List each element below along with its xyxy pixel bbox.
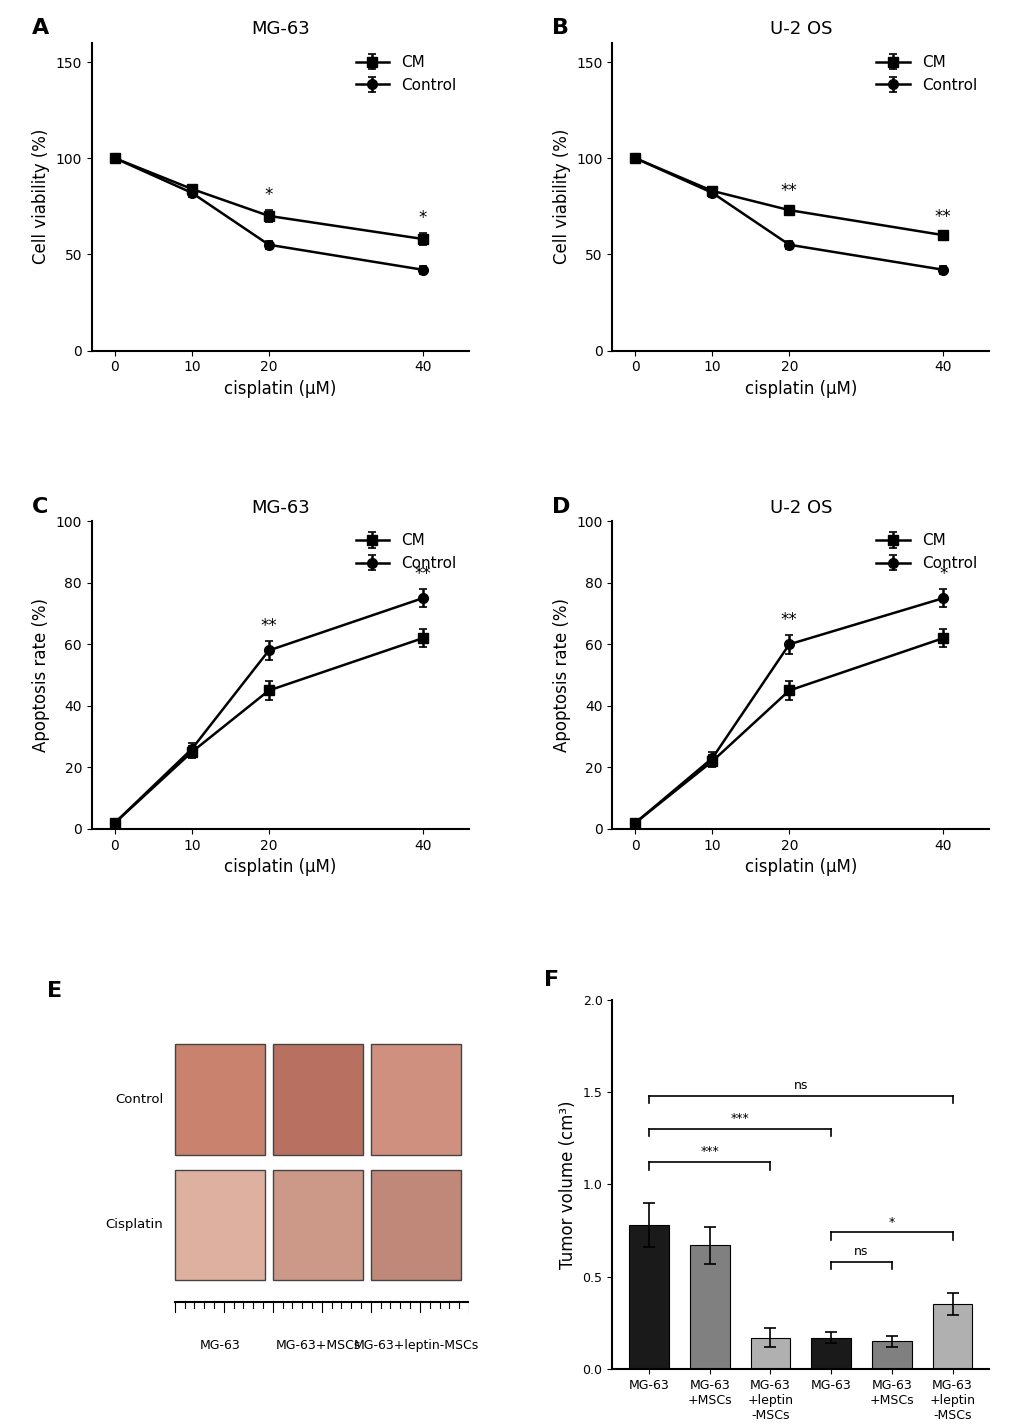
- Text: ns: ns: [793, 1079, 807, 1092]
- Legend: CM, Control: CM, Control: [870, 50, 981, 97]
- Bar: [272, 1044, 363, 1155]
- X-axis label: cisplatin (μM): cisplatin (μM): [224, 858, 336, 876]
- Text: *: *: [938, 565, 947, 583]
- Bar: [174, 1169, 265, 1281]
- Bar: [690, 1245, 729, 1369]
- X-axis label: cisplatin (μM): cisplatin (μM): [224, 379, 336, 398]
- Bar: [174, 1044, 265, 1155]
- Text: MG-63: MG-63: [200, 1339, 240, 1352]
- Text: B: B: [551, 19, 569, 39]
- X-axis label: cisplatin (μM): cisplatin (μM): [744, 858, 856, 876]
- Bar: [932, 1305, 971, 1369]
- Text: E: E: [47, 981, 61, 1001]
- Text: **: **: [781, 183, 797, 201]
- Y-axis label: Tumor volume (cm³): Tumor volume (cm³): [558, 1099, 577, 1269]
- Bar: [371, 1169, 461, 1281]
- Text: **: **: [260, 617, 277, 635]
- Bar: [272, 1169, 363, 1281]
- Bar: [811, 1338, 850, 1369]
- Title: U-2 OS: U-2 OS: [768, 20, 832, 39]
- Bar: [871, 1342, 911, 1369]
- Title: U-2 OS: U-2 OS: [768, 499, 832, 516]
- Text: **: **: [781, 610, 797, 629]
- Y-axis label: Apoptosis rate (%): Apoptosis rate (%): [33, 597, 50, 752]
- Legend: CM, Control: CM, Control: [351, 50, 461, 97]
- Title: MG-63: MG-63: [251, 20, 310, 39]
- Text: F: F: [544, 970, 559, 990]
- Text: D: D: [551, 496, 570, 516]
- Text: ***: ***: [730, 1112, 749, 1125]
- Text: A: A: [32, 19, 49, 39]
- Text: MG-63+leptin-MSCs: MG-63+leptin-MSCs: [354, 1339, 478, 1352]
- Text: *: *: [888, 1215, 894, 1229]
- X-axis label: cisplatin (μM): cisplatin (μM): [744, 379, 856, 398]
- Y-axis label: Cell viability (%): Cell viability (%): [552, 128, 570, 264]
- Bar: [629, 1225, 668, 1369]
- Text: **: **: [414, 565, 431, 583]
- Text: ns: ns: [854, 1245, 868, 1258]
- Legend: CM, Control: CM, Control: [870, 529, 981, 576]
- Legend: CM, Control: CM, Control: [351, 529, 461, 576]
- Title: MG-63: MG-63: [251, 499, 310, 516]
- Bar: [371, 1044, 461, 1155]
- Text: Cisplatin: Cisplatin: [106, 1218, 163, 1232]
- Text: ***: ***: [700, 1145, 718, 1158]
- Text: Control: Control: [115, 1092, 163, 1107]
- Text: C: C: [32, 496, 48, 516]
- Text: *: *: [264, 187, 273, 204]
- Y-axis label: Cell viability (%): Cell viability (%): [33, 128, 50, 264]
- Bar: [750, 1338, 790, 1369]
- Y-axis label: Apoptosis rate (%): Apoptosis rate (%): [552, 597, 570, 752]
- Text: MG-63+MSCs: MG-63+MSCs: [275, 1339, 361, 1352]
- Text: *: *: [418, 210, 427, 227]
- Text: **: **: [934, 208, 951, 225]
